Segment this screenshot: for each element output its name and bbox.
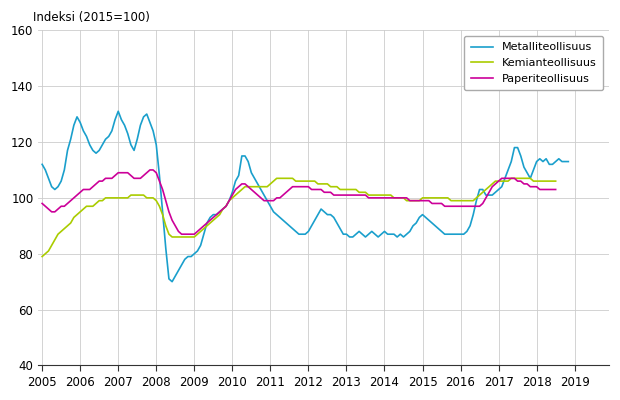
Kemianteollisuus <box>517 176 525 181</box>
Paperiteollisuus <box>520 182 528 186</box>
Kemianteollisuus <box>444 196 451 200</box>
Metalliteollisuus <box>108 128 115 133</box>
Paperiteollisuus <box>38 201 46 206</box>
Paperiteollisuus <box>552 187 559 192</box>
Paperiteollisuus <box>178 232 185 236</box>
Line: Metalliteollisuus: Metalliteollisuus <box>42 111 569 282</box>
Line: Kemianteollisuus: Kemianteollisuus <box>42 178 556 256</box>
Kemianteollisuus <box>181 234 188 239</box>
Paperiteollisuus <box>485 190 493 195</box>
Paperiteollisuus <box>187 232 195 236</box>
Legend: Metalliteollisuus, Kemianteollisuus, Paperiteollisuus: Metalliteollisuus, Kemianteollisuus, Pap… <box>464 36 603 90</box>
Paperiteollisuus <box>447 204 454 209</box>
Metalliteollisuus <box>112 117 119 122</box>
Metalliteollisuus <box>115 109 122 114</box>
Metalliteollisuus <box>565 159 572 164</box>
Paperiteollisuus <box>146 168 154 172</box>
Metalliteollisuus <box>232 179 239 184</box>
Metalliteollisuus <box>390 232 397 236</box>
Kemianteollisuus <box>273 176 280 181</box>
Kemianteollisuus <box>552 179 559 184</box>
Paperiteollisuus <box>276 196 283 200</box>
Kemianteollisuus <box>415 198 423 203</box>
Paperiteollisuus <box>418 198 426 203</box>
Metalliteollisuus <box>169 279 176 284</box>
Text: Indeksi (2015=100): Indeksi (2015=100) <box>33 10 149 24</box>
Metalliteollisuus <box>308 224 316 228</box>
Kemianteollisuus <box>482 187 490 192</box>
Metalliteollisuus <box>314 212 322 217</box>
Kemianteollisuus <box>38 254 46 259</box>
Kemianteollisuus <box>549 179 556 184</box>
Metalliteollisuus <box>38 162 46 167</box>
Line: Paperiteollisuus: Paperiteollisuus <box>42 170 556 234</box>
